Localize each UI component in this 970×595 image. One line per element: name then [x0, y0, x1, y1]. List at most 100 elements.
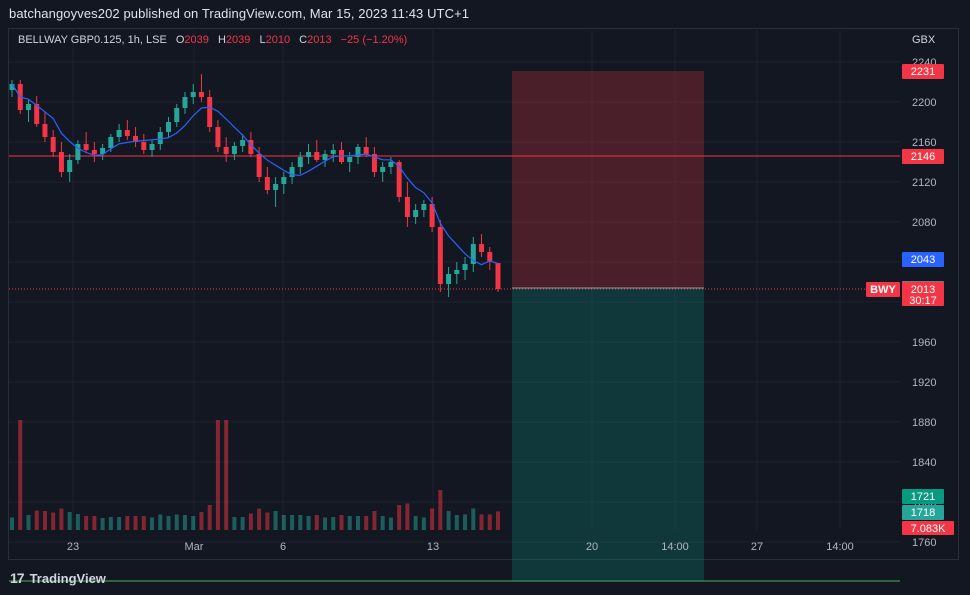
volume-bar [438, 490, 443, 530]
candle-body [479, 244, 485, 252]
candle-body [100, 148, 106, 154]
candle-body [133, 136, 139, 142]
candle-body [281, 177, 287, 184]
legend-close-label: C [299, 34, 308, 46]
volume-bar [413, 516, 418, 530]
countdown-label: 30:17 [909, 295, 937, 307]
volume-bar [240, 517, 245, 530]
volume-bar [421, 517, 426, 530]
price-label: 2013 [911, 284, 935, 296]
x-tick-label: 13 [427, 541, 439, 553]
volume-bar [182, 515, 187, 530]
volume-bar [158, 514, 163, 530]
candle-body [380, 167, 386, 172]
volume-bar [273, 511, 278, 530]
volume-bar [257, 508, 262, 530]
price-label-bg [902, 149, 944, 164]
candle-body [141, 142, 147, 150]
candle-body [240, 140, 246, 146]
candle-body [289, 167, 295, 177]
volume-bar [18, 420, 23, 530]
candle-body [330, 150, 336, 154]
volume-bar [446, 511, 451, 530]
candle-body [207, 97, 213, 127]
volume-bar [265, 512, 270, 530]
volume-bar [224, 420, 229, 530]
candle-body [388, 162, 394, 167]
candle-body [413, 210, 419, 217]
volume-bar [347, 516, 352, 530]
candle-body [231, 146, 237, 154]
volume-bar [281, 515, 286, 530]
candle-body [25, 104, 31, 110]
candle-body [42, 124, 48, 137]
candle-body [223, 147, 229, 154]
y-tick-label: 2160 [912, 137, 936, 149]
candle-body [454, 270, 460, 274]
y-tick-label: 1840 [912, 457, 936, 469]
candle-body [273, 184, 279, 190]
legend-change: −25 (−1.20%) [340, 34, 408, 46]
volume-bar [67, 512, 72, 530]
symbol-tag-bg [866, 282, 900, 297]
price-label-bg [902, 282, 944, 306]
tradingview-logo[interactable]: 17 TradingView [10, 570, 106, 586]
volume-bar [207, 505, 212, 530]
volume-bar [405, 503, 410, 530]
price-label: 1721 [911, 491, 935, 503]
volume-bar [26, 515, 31, 530]
candle-body [462, 264, 468, 270]
candle-body [495, 263, 501, 289]
candle-body [91, 150, 97, 154]
volume-bar [117, 517, 122, 530]
volume-bar [34, 510, 39, 530]
volume-bar [75, 514, 80, 530]
volume-bar [133, 516, 138, 530]
candle-body [116, 130, 122, 137]
legend-symbol: BELLWAY GBP0.125, 1h, LSE [18, 34, 167, 46]
legend-close-value: 2013 [307, 34, 332, 46]
candle-body [470, 244, 476, 264]
x-tick-label: 23 [67, 541, 79, 553]
candle-body [58, 152, 64, 172]
volume-bar [397, 505, 402, 530]
volume-bar [314, 515, 319, 530]
x-tick-label: 14:00 [661, 541, 689, 553]
candle-body [322, 154, 328, 160]
volume-bar [388, 517, 393, 530]
volume-label-bg [902, 521, 954, 535]
price-label-bg [902, 64, 944, 79]
y-tick-label: 1880 [912, 417, 936, 429]
y-tick-label: 1760 [912, 537, 936, 549]
chart-frame [8, 28, 959, 560]
price-label-bg [902, 252, 944, 267]
legend-low-label: L [259, 34, 266, 46]
y-tick-label: 2200 [912, 97, 936, 109]
published-text: batchangoyves202 published on TradingVie… [9, 6, 470, 21]
stop-loss-zone [512, 71, 704, 288]
x-tick-label: Mar [185, 541, 204, 553]
candle-body [355, 147, 361, 157]
volume-bar [174, 514, 179, 530]
candle-body [347, 157, 353, 162]
candle-body [437, 227, 443, 284]
volume-bar [59, 508, 64, 530]
candle-body [50, 137, 56, 152]
candle-body [248, 140, 254, 154]
y-tick-label: 2120 [912, 177, 936, 189]
legend-open-value: 2039 [184, 34, 209, 46]
candle-body [429, 204, 435, 227]
volume-bar [166, 516, 171, 530]
candle-body [314, 152, 320, 160]
volume-bar [84, 516, 89, 530]
volume-bar [463, 514, 468, 530]
candle-body [108, 137, 114, 148]
symbol-tag: BWY [870, 284, 896, 296]
take-profit-zone [512, 288, 704, 581]
y-tick-label: 1920 [912, 377, 936, 389]
legend-high-value: 2039 [225, 34, 251, 46]
volume-label: 7.083K [911, 523, 947, 535]
y-tick-label: 1960 [912, 337, 936, 349]
candle-body [396, 162, 402, 197]
